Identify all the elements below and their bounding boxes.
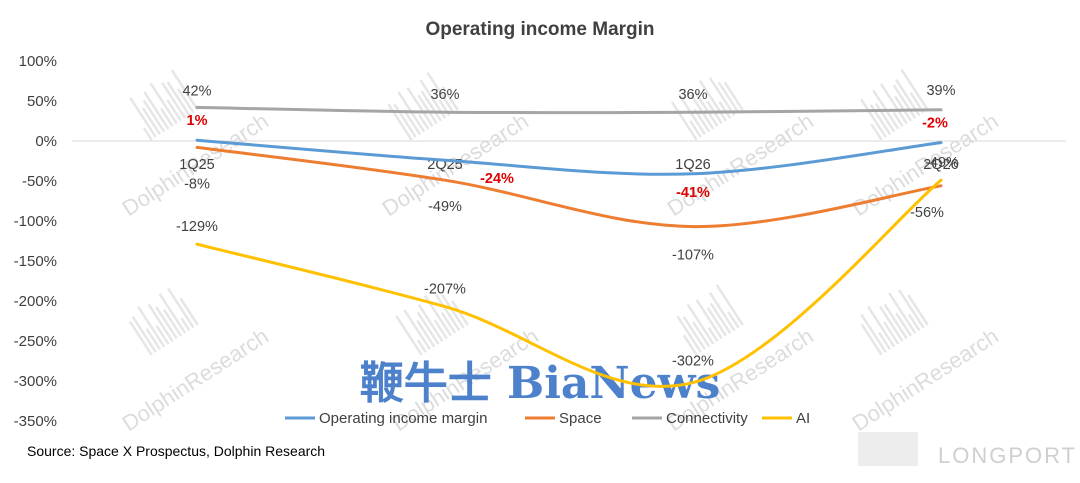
data-label: 1%: [187, 113, 208, 129]
y-tick-label: 0%: [35, 133, 57, 150]
data-labels: 1% -24% -41% -2% -8% -49% -107% -56% 42% 36% 36% 39…: [176, 83, 959, 370]
data-label: -24%: [480, 171, 514, 187]
y-tick-label: -50%: [22, 173, 57, 190]
legend-item: Connectivity: [632, 410, 748, 427]
data-label: -107%: [672, 248, 714, 264]
series-line-operating-income-margin: [195, 138, 943, 176]
series-line-space: [195, 145, 943, 229]
y-tick-label: 100%: [19, 53, 57, 70]
data-label: -207%: [424, 282, 466, 298]
legend-label: Connectivity: [666, 410, 748, 427]
y-tick-label: -350%: [14, 413, 57, 430]
data-label: -56%: [910, 205, 944, 221]
legend-item: Space: [525, 410, 602, 427]
data-label: 42%: [182, 83, 211, 99]
legend-label: Space: [559, 410, 602, 427]
y-tick-label: -200%: [14, 293, 57, 310]
dolphin-watermark: DolphinResearch: [663, 77, 818, 221]
svg-text:LONGPORT: LONGPORT: [938, 443, 1077, 468]
data-label: 36%: [430, 87, 459, 103]
x-tick-label: 1Q26: [675, 157, 710, 173]
source-note: Source: Space X Prospectus, Dolphin Rese…: [27, 443, 325, 459]
y-tick-label: -150%: [14, 253, 57, 270]
chart-title: Operating income Margin: [425, 19, 654, 40]
legend-item: AI: [762, 410, 810, 427]
legend-label: AI: [796, 410, 810, 427]
data-label: -2%: [922, 116, 948, 132]
data-label: -49%: [925, 155, 959, 171]
data-label: 39%: [926, 83, 955, 99]
dolphin-watermark: DolphinResearch: [118, 287, 273, 436]
legend-item: Operating income margin: [285, 410, 487, 427]
watermark-layer: DolphinResearch DolphinResearch DolphinRes…: [118, 69, 1077, 468]
data-label: -8%: [184, 176, 210, 192]
legend: Operating income margin Space Connectivity…: [285, 410, 810, 427]
data-label: -49%: [428, 199, 462, 215]
data-label: -129%: [176, 219, 218, 235]
longport-watermark: LONGPORT: [858, 432, 1077, 468]
dolphin-watermark: DolphinResearch: [118, 69, 273, 221]
y-axis: 100% 50% 0% -50% -100% -150% -200% -250% -300% -3…: [14, 53, 57, 430]
x-tick-label: 2Q26: [923, 157, 958, 173]
data-label: -302%: [672, 354, 714, 370]
x-axis: 1Q25 2Q25 1Q26 2Q26: [72, 140, 1066, 173]
series-line-ai: [195, 178, 943, 388]
x-tick-label: 1Q25: [179, 157, 214, 173]
bianews-watermark: 鞭牛士 BiaNews: [360, 358, 721, 409]
y-tick-label: 50%: [27, 93, 57, 110]
data-label: 36%: [678, 87, 707, 103]
y-tick-label: -100%: [14, 213, 57, 230]
legend-label: Operating income margin: [319, 410, 487, 427]
y-tick-label: -300%: [14, 373, 57, 390]
dolphin-watermark: DolphinResearch: [378, 71, 533, 221]
data-label: -41%: [676, 185, 710, 201]
series-line-connectivity: [195, 105, 943, 115]
series-layer: [195, 105, 943, 388]
y-tick-label: -250%: [14, 333, 57, 350]
